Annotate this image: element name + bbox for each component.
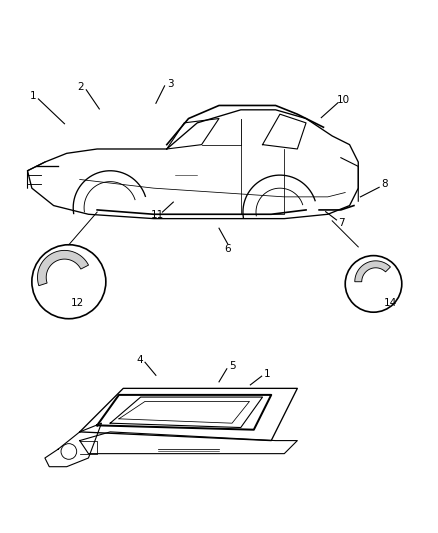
Text: 6: 6 <box>224 244 231 254</box>
Text: 7: 7 <box>339 218 345 228</box>
Text: 10: 10 <box>336 95 350 105</box>
Text: 8: 8 <box>381 179 388 189</box>
Text: 2: 2 <box>78 82 85 92</box>
Polygon shape <box>38 251 88 286</box>
Text: 3: 3 <box>167 79 173 88</box>
Text: 11: 11 <box>151 210 164 220</box>
Text: 1: 1 <box>264 368 270 378</box>
Text: 1: 1 <box>29 91 36 101</box>
Text: 14: 14 <box>384 298 398 309</box>
Text: 4: 4 <box>137 354 143 365</box>
Polygon shape <box>355 261 390 282</box>
Text: 12: 12 <box>71 298 84 309</box>
Text: 5: 5 <box>229 361 235 371</box>
